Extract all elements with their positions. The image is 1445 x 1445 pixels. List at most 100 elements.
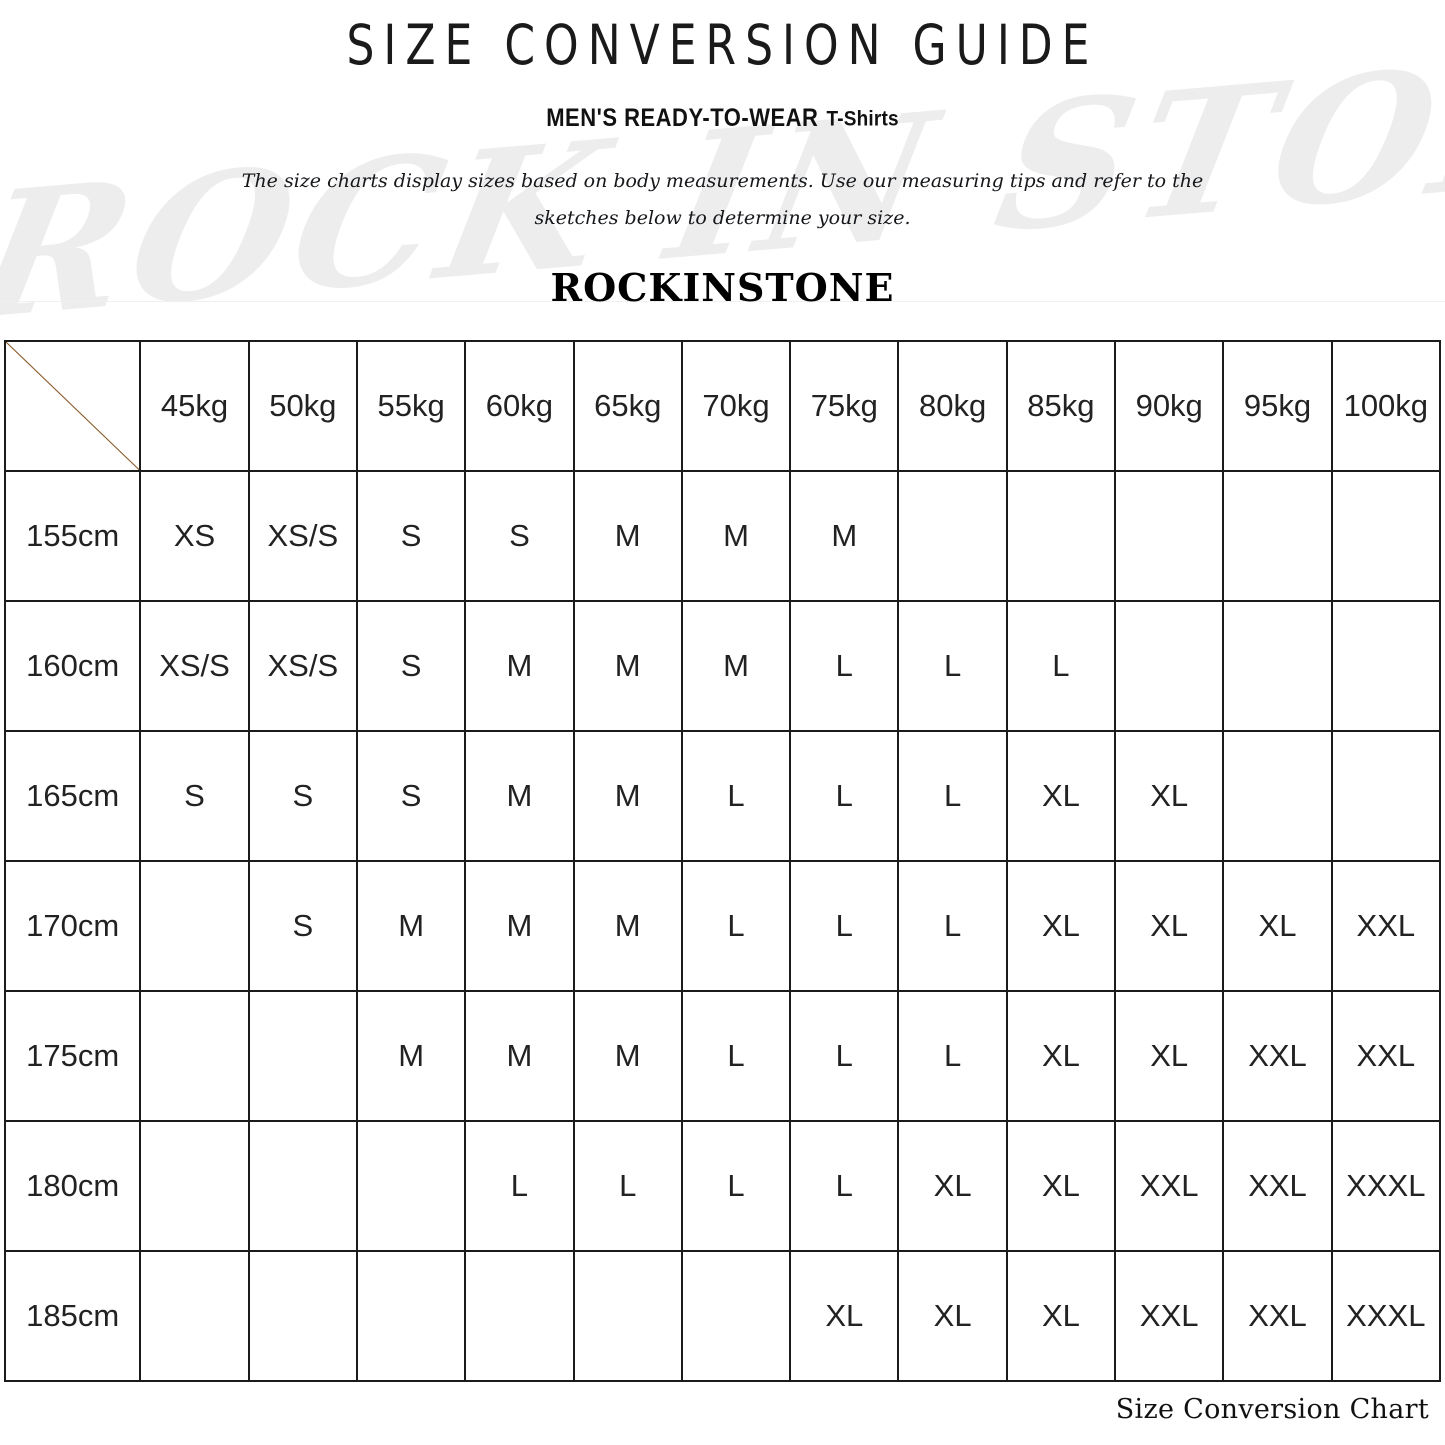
column-header-weight: 85kg <box>1005 340 1117 473</box>
column-header-weight: 45kg <box>139 340 250 473</box>
page-title: SIZE CONVERSION GUIDE <box>346 14 1099 78</box>
empty-cell <box>897 470 1008 603</box>
subtitle-category: MEN'S READY-TO-WEAR <box>546 103 819 132</box>
size-cell: XS/S <box>139 600 250 733</box>
size-cell: M <box>464 600 575 733</box>
size-cell: M <box>572 600 683 733</box>
size-cell: M <box>355 990 467 1123</box>
empty-cell <box>139 990 250 1123</box>
footer-note: Size Conversion Chart <box>1115 1394 1429 1426</box>
size-cell: XXL <box>1222 1120 1333 1253</box>
size-cell: XL <box>1005 990 1117 1123</box>
size-cell: L <box>897 730 1008 863</box>
size-cell: XL <box>1005 1120 1117 1253</box>
size-cell: L <box>680 1120 792 1253</box>
size-cell: L <box>464 1120 575 1253</box>
size-cell: XXL <box>1330 860 1442 993</box>
empty-cell <box>139 860 250 993</box>
size-cell: M <box>572 730 683 863</box>
subtitle-row: MEN'S READY-TO-WEAR T-Shirts <box>0 103 1445 132</box>
row-header-height: 170cm <box>3 860 142 993</box>
table-header: 45kg 50kg 55kg 60kg 65kg 70kg 75kg 80kg 85kg 90kg… <box>3 340 1442 473</box>
column-header-weight: 55kg <box>355 340 467 473</box>
table-row: 180cm L L L L XL XL XXL XXL XXXL <box>3 1120 1442 1253</box>
empty-cell <box>247 990 358 1123</box>
empty-cell <box>247 1250 358 1383</box>
corner-cell-diagonal <box>3 340 142 473</box>
empty-cell <box>1330 470 1442 603</box>
size-cell: L <box>572 1120 683 1253</box>
size-cell: XL <box>1005 730 1117 863</box>
table-row: 185cm XL XL XL XXL XXL XXXL <box>3 1250 1442 1383</box>
size-cell: M <box>572 990 683 1123</box>
size-cell: XXL <box>1222 1250 1333 1383</box>
empty-cell <box>464 1250 575 1383</box>
size-cell: XL <box>1222 860 1333 993</box>
size-cell: M <box>464 990 575 1123</box>
size-cell: XXL <box>1330 990 1442 1123</box>
column-header-weight: 70kg <box>680 340 792 473</box>
column-header-weight: 100kg <box>1330 340 1442 473</box>
size-cell: M <box>680 470 792 603</box>
size-cell: L <box>680 730 792 863</box>
size-cell: XL <box>1005 1250 1117 1383</box>
column-header-weight: 80kg <box>897 340 1008 473</box>
size-cell: XS/S <box>247 470 358 603</box>
row-header-height: 155cm <box>3 470 142 603</box>
size-cell: S <box>247 730 358 863</box>
size-cell: L <box>897 860 1008 993</box>
empty-cell <box>1114 470 1225 603</box>
column-header-weight: 90kg <box>1114 340 1225 473</box>
size-cell: XXL <box>1114 1120 1225 1253</box>
size-cell: L <box>1005 600 1117 733</box>
size-cell: XXL <box>1222 990 1333 1123</box>
size-cell: XL <box>1114 730 1225 863</box>
diagonal-divider-icon <box>6 342 139 470</box>
size-cell: XL <box>1114 990 1225 1123</box>
table-row: 155cm XS XS/S S S M M M <box>3 470 1442 603</box>
size-cell: XL <box>789 1250 900 1383</box>
row-header-height: 180cm <box>3 1120 142 1253</box>
row-header-height: 185cm <box>3 1250 142 1383</box>
empty-cell <box>1114 600 1225 733</box>
size-cell: S <box>139 730 250 863</box>
column-header-weight: 65kg <box>572 340 683 473</box>
row-header-height: 160cm <box>3 600 142 733</box>
empty-cell <box>1222 470 1333 603</box>
size-cell: L <box>789 600 900 733</box>
table-row: 165cm S S S M M L L L XL XL <box>3 730 1442 863</box>
size-conversion-table: 45kg 50kg 55kg 60kg 65kg 70kg 75kg 80kg 85kg 90kg… <box>3 340 1442 1383</box>
size-cell: S <box>355 470 467 603</box>
size-cell: S <box>464 470 575 603</box>
empty-cell <box>1005 470 1117 603</box>
size-cell: M <box>464 860 575 993</box>
size-cell: L <box>680 860 792 993</box>
size-cell: L <box>789 730 900 863</box>
brand-name: ROCKINSTONE <box>550 265 895 311</box>
empty-cell <box>139 1250 250 1383</box>
empty-cell <box>1222 730 1333 863</box>
empty-cell <box>1222 600 1333 733</box>
row-header-height: 175cm <box>3 990 142 1123</box>
empty-cell <box>572 1250 683 1383</box>
description-text: The size charts display sizes based on b… <box>241 170 1204 230</box>
empty-cell <box>355 1120 467 1253</box>
size-cell: XS/S <box>247 600 358 733</box>
page-header: SIZE CONVERSION GUIDE MEN'S READY-TO-WEA… <box>0 0 1445 132</box>
size-cell: XS <box>139 470 250 603</box>
size-cell: XL <box>897 1120 1008 1253</box>
header-row: 45kg 50kg 55kg 60kg 65kg 70kg 75kg 80kg 85kg 90kg… <box>3 340 1442 473</box>
empty-cell <box>680 1250 792 1383</box>
row-header-height: 165cm <box>3 730 142 863</box>
size-cell: M <box>464 730 575 863</box>
empty-cell <box>247 1120 358 1253</box>
size-cell: L <box>897 600 1008 733</box>
size-cell: XXXL <box>1330 1120 1442 1253</box>
column-header-weight: 95kg <box>1222 340 1333 473</box>
size-cell: L <box>897 990 1008 1123</box>
column-header-weight: 60kg <box>464 340 575 473</box>
table-row: 175cm M M M L L L XL XL XXL XXL <box>3 990 1442 1123</box>
size-cell: L <box>789 990 900 1123</box>
size-cell: XL <box>897 1250 1008 1383</box>
size-cell: M <box>572 860 683 993</box>
